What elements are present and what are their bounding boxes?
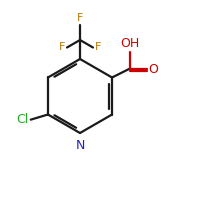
Text: OH: OH	[120, 37, 140, 50]
Text: F: F	[59, 43, 65, 52]
Text: Cl: Cl	[16, 113, 29, 126]
Text: F: F	[77, 13, 83, 23]
Text: F: F	[95, 43, 101, 52]
Text: O: O	[149, 63, 158, 76]
Text: N: N	[75, 139, 85, 152]
